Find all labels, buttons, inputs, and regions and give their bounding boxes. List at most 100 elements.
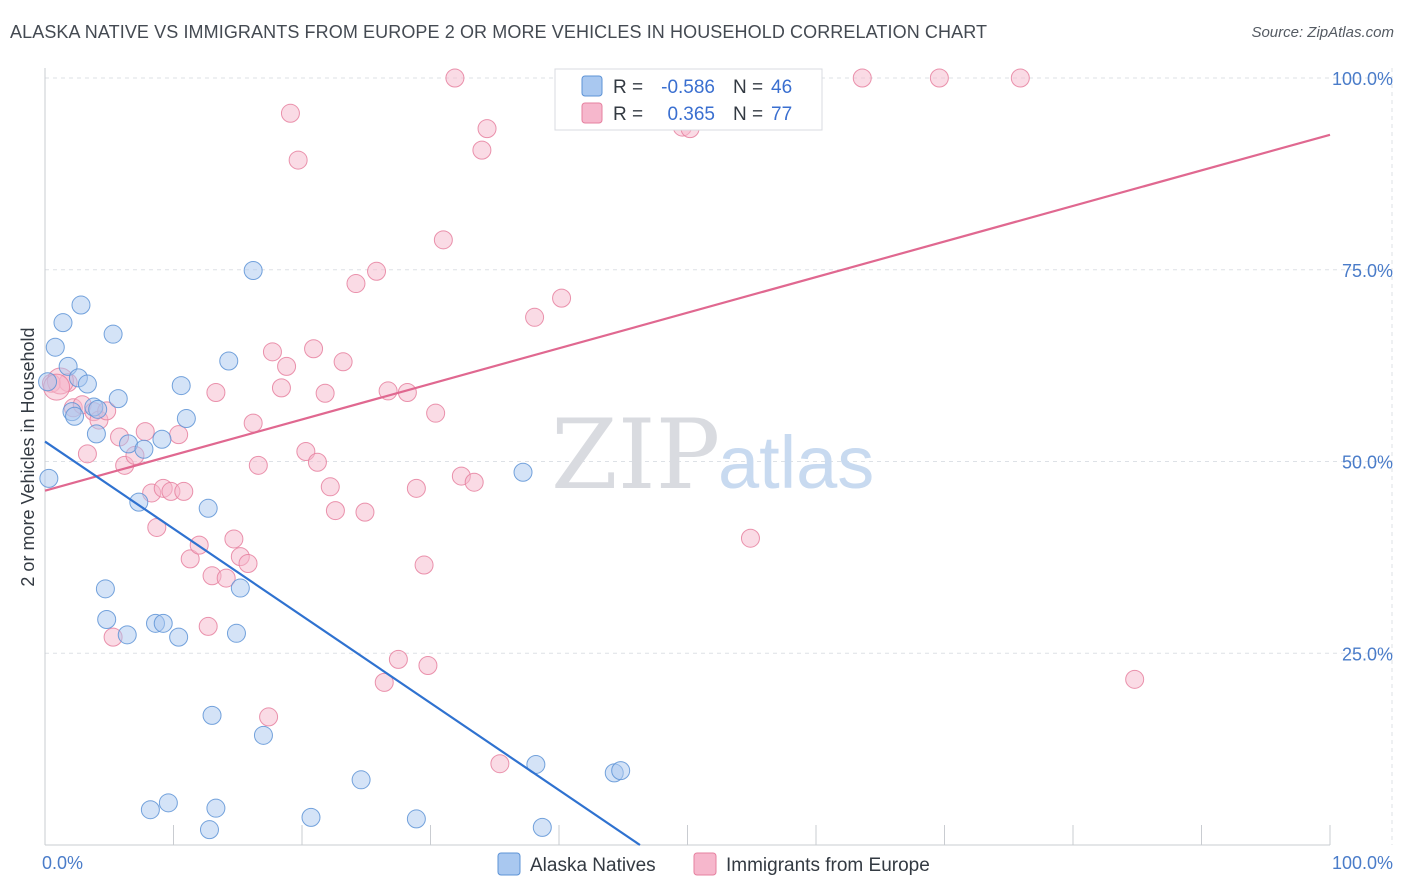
axes [44,68,1331,846]
stats-n-value-2: 77 [771,104,792,125]
stats-n-value-1: 46 [771,77,792,98]
stats-box: R = -0.586 N = 46 R = 0.365 N = 77 [554,68,823,131]
y-tick-label: 25.0% [1342,644,1393,664]
immigrants-from-europe-point [238,554,258,574]
immigrants-from-europe-point [1010,68,1030,88]
immigrants-from-europe-point [490,754,510,774]
immigrants-from-europe-point [426,403,446,423]
immigrants-from-europe-point [320,477,340,497]
legend-label-alaska-natives: Alaska Natives [530,855,656,876]
immigrants-from-europe-point [852,68,872,88]
alaska-natives-point [108,389,128,409]
alaska-natives-point [206,798,226,818]
alaska-natives-point [176,409,196,429]
alaska-natives-point [117,625,137,645]
immigrants-from-europe-point [325,501,345,521]
immigrants-from-europe-point [180,549,200,569]
alaska-natives-point [95,579,115,599]
legend: Alaska Natives Immigrants from Europe [497,852,930,876]
alaska-natives-point [513,462,533,482]
immigrants-from-europe-point [346,274,366,294]
immigrants-from-europe-point [464,472,484,492]
immigrants-from-europe-point [388,649,408,669]
immigrants-from-europe-point [367,261,387,281]
stats-n-label-2: N = [733,104,763,125]
immigrants-from-europe-point [929,68,949,88]
y-axis-title: 2 or more Vehicles in Household [18,327,38,586]
immigrants-from-europe-point [206,382,226,402]
watermark-zip: ZIP [551,399,720,511]
alaska-natives-point [351,770,371,790]
immigrants-from-europe-point [477,119,497,139]
alaska-natives-point [202,705,222,725]
stats-swatch-pink [581,102,603,124]
stats-r-label-1: R = [613,77,643,98]
immigrants-from-europe-point [174,481,194,501]
x-tick-label-min: 0.0% [42,853,83,873]
immigrants-from-europe-point [740,528,760,548]
immigrants-from-europe-point [406,478,426,498]
grid-lines [45,68,1393,845]
y-tick-label: 100.0% [1332,69,1393,89]
alaska-natives-point [65,406,85,426]
alaska-natives-point [71,295,91,315]
legend-swatch-immigrants-from-europe [693,852,717,876]
immigrants-from-europe-point [169,425,189,445]
immigrants-from-europe-point [216,568,236,588]
chart-title: ALASKA NATIVE VS IMMIGRANTS FROM EUROPE … [10,22,988,42]
alaska-natives-point [406,809,426,829]
watermark: ZIP atlas [551,399,874,511]
immigrants-from-europe-point [77,444,97,464]
immigrants-from-europe-point [280,103,300,123]
alaska-natives-point [153,613,173,633]
x-tick-label-max: 100.0% [1332,853,1393,873]
immigrants-from-europe-point [304,339,324,359]
alaska-natives-point [152,429,172,449]
alaska-natives-point [158,793,178,813]
alaska-natives-point [532,817,552,837]
immigrants-from-europe-point [198,616,218,636]
alaska-natives-point [301,807,321,827]
immigrants-from-europe-point [243,413,263,433]
alaska-natives-point [253,725,273,745]
alaska-natives-point [88,399,108,419]
trend-line-alaska-natives [44,440,641,846]
immigrants-from-europe-point [271,378,291,398]
legend-label-immigrants-from-europe: Immigrants from Europe [726,855,930,876]
alaska-natives-point [140,800,160,820]
immigrants-from-europe-point [1125,669,1145,689]
immigrants-from-europe-point [333,352,353,372]
immigrants-from-europe-point [248,455,268,475]
immigrants-from-europe-point [525,307,545,327]
alaska-natives-point [243,261,263,281]
alaska-natives-point [171,376,191,396]
immigrants-from-europe-point [135,422,155,442]
series-alaska-natives [38,261,631,840]
alaska-natives-point [103,324,123,344]
alaska-natives-point [230,578,250,598]
immigrants-from-europe-point [433,230,453,250]
immigrants-from-europe-point [414,555,434,575]
watermark-atlas: atlas [718,421,874,504]
immigrants-from-europe-point [277,356,297,376]
alaska-natives-point [219,351,239,371]
trend-lines [44,133,1331,846]
y-tick-labels: 25.0% 50.0% 75.0% 100.0% [1332,69,1393,664]
alaska-natives-point [199,820,219,840]
immigrants-from-europe-point [288,150,308,170]
stats-swatch-blue [581,75,603,97]
trend-line-immigrants-from-europe [44,133,1331,492]
alaska-natives-point [53,313,73,333]
alaska-natives-point [134,439,154,459]
alaska-natives-point [38,372,58,392]
source-label: Source: ZipAtlas.com [1251,24,1394,41]
immigrants-from-europe-point [307,452,327,472]
alaska-natives-point [86,424,106,444]
immigrants-from-europe-point [259,707,279,727]
alaska-natives-point [611,761,631,781]
immigrants-from-europe-point [315,383,335,403]
immigrants-from-europe-point [374,672,394,692]
legend-swatch-alaska-natives [497,852,521,876]
alaska-natives-point [198,498,218,518]
